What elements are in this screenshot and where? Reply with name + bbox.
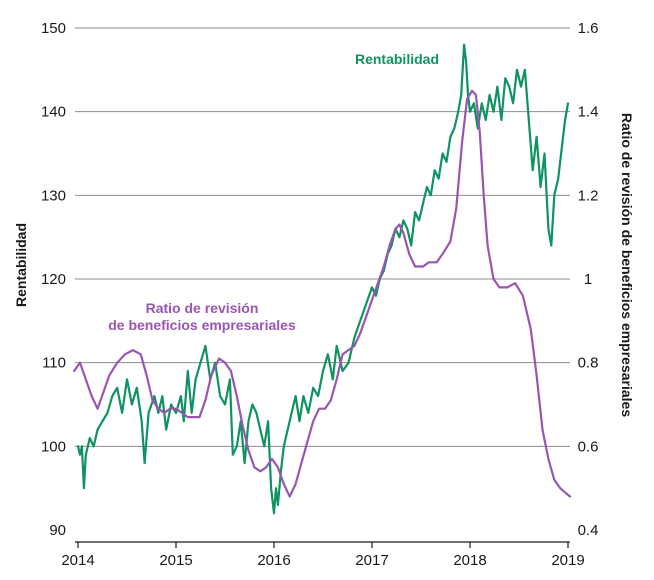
x-tick-label: 2018 <box>453 552 486 569</box>
left-axis-ticks: 90 100 110 120 130 140 150 <box>41 20 66 539</box>
series-label-line: de beneficios empresariales <box>108 317 296 333</box>
left-tick-label: 150 <box>41 20 66 37</box>
series-lines <box>73 43 572 515</box>
right-axis-title: Ratio de revisión de beneficios empresar… <box>619 113 635 417</box>
right-tick-label: 0.4 <box>578 522 599 539</box>
x-tick-label: 2016 <box>257 552 290 569</box>
right-tick-label: 0.6 <box>578 438 599 455</box>
left-tick-label: 90 <box>49 522 66 539</box>
left-tick-label: 120 <box>41 271 66 288</box>
series-labels: Rentabilidad Ratio de revisión de benefici… <box>108 51 439 333</box>
left-axis-title: Rentabilidad <box>13 223 29 307</box>
left-tick-label: 140 <box>41 104 66 121</box>
x-tick-label: 2015 <box>159 552 192 569</box>
series-label-line: Ratio de revisión <box>146 300 259 316</box>
ratio-series-label: Ratio de revisión de beneficios empresari… <box>108 300 296 333</box>
right-tick-label: 0.8 <box>578 355 599 372</box>
right-tick-label: 1.2 <box>578 187 599 204</box>
left-tick-label: 110 <box>42 355 66 372</box>
x-tick-label: 2017 <box>355 552 388 569</box>
rentabilidad-line <box>76 43 570 515</box>
rentabilidad-series-label: Rentabilidad <box>355 51 439 67</box>
ratio-revision-line <box>73 89 572 498</box>
gridlines <box>75 27 570 447</box>
x-tick-label: 2014 <box>61 552 94 569</box>
left-tick-label: 100 <box>41 438 66 455</box>
series-label-line: Rentabilidad <box>355 51 439 67</box>
right-tick-label: 1.6 <box>578 20 599 37</box>
x-axis: 2014 2015 2016 2017 2018 2019 <box>61 541 585 569</box>
right-axis-ticks: 0.4 0.6 0.8 1 1.2 1.4 1.6 <box>578 20 599 539</box>
right-tick-label: 1.4 <box>578 104 599 121</box>
x-tick-label: 2019 <box>551 552 584 569</box>
right-tick-label: 1 <box>584 271 592 288</box>
left-tick-label: 130 <box>41 187 66 204</box>
